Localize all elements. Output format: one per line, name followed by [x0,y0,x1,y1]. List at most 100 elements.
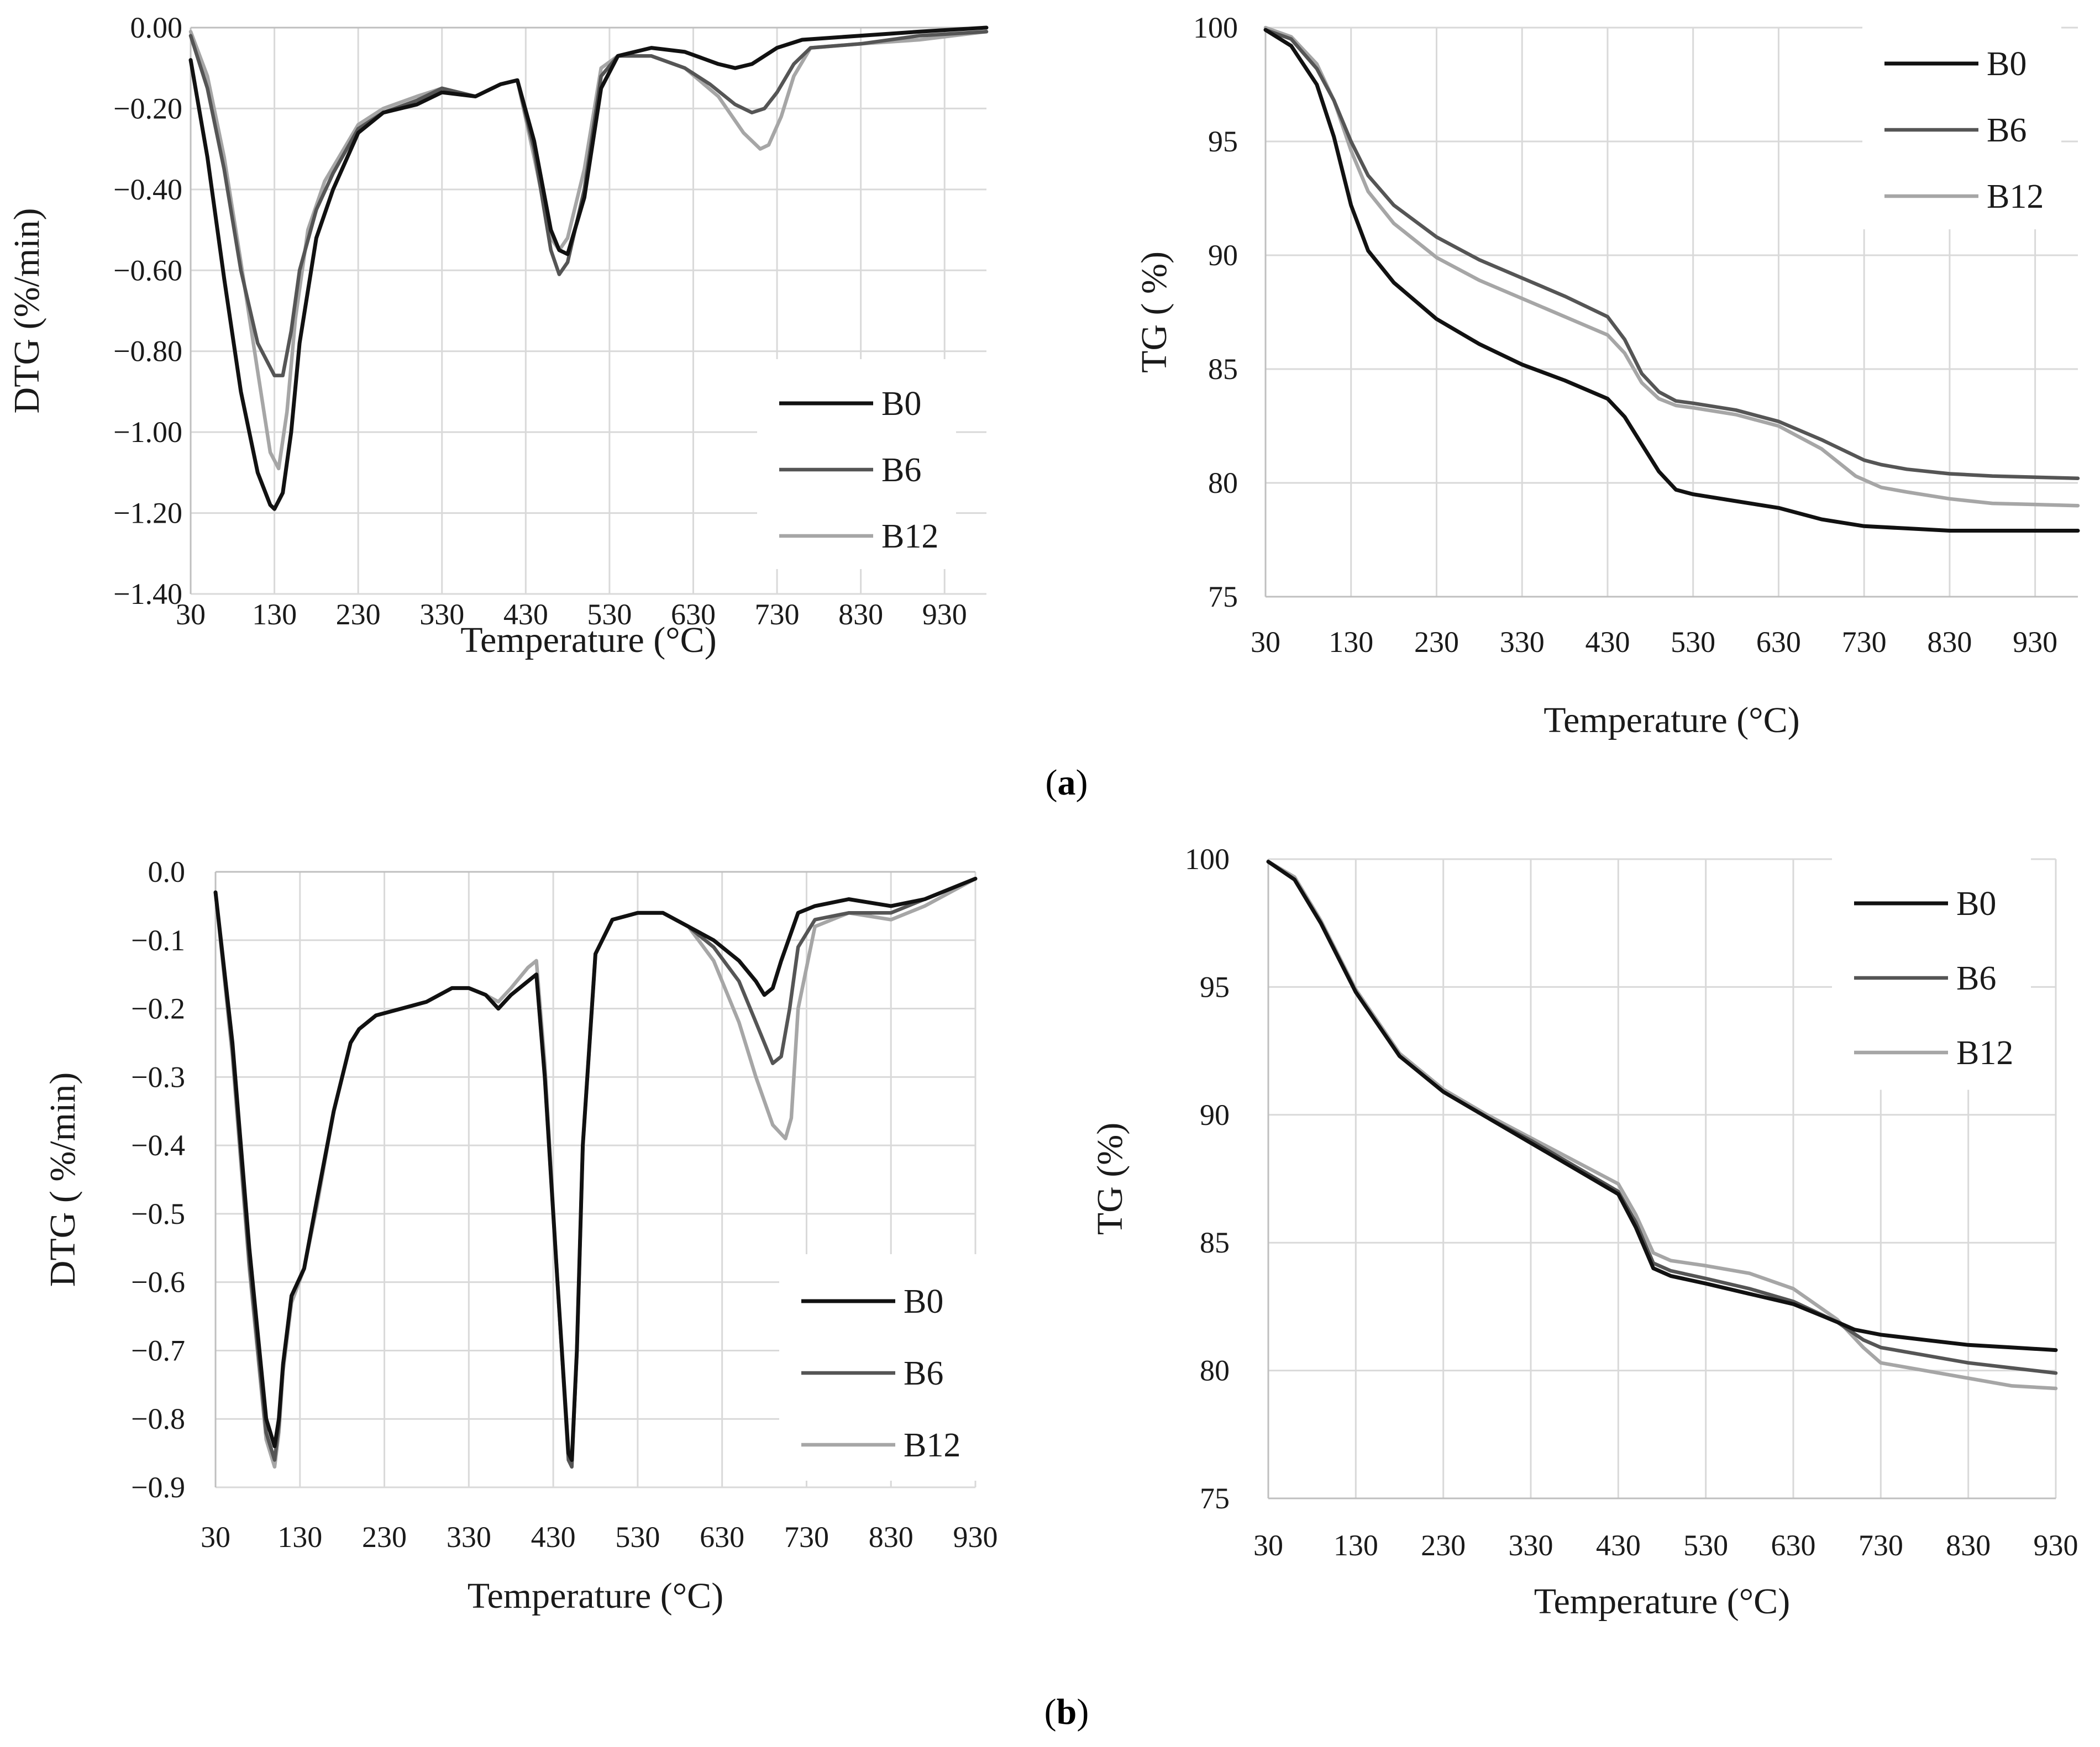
y-axis-label: TG (%) [1090,1123,1130,1235]
legend-label: B12 [904,1427,960,1464]
y-tick-label: −0.8 [131,1402,185,1435]
legend-item-b6: B6 [779,451,921,489]
legend-label: B6 [1956,960,1996,997]
legend-background [1862,19,2061,229]
legend-label: B0 [881,385,921,423]
x-tick-label: 830 [869,1520,914,1554]
series-line-b6 [1263,28,2080,481]
axes [1264,28,2078,598]
x-tick-label: 30 [1251,625,1280,659]
legend-item-b12: B12 [1884,178,2044,215]
x-tick-labels: 30 130 230 330 430 530 630 730 830 930 [201,1520,998,1554]
x-tick-label: 730 [1859,1529,1903,1562]
legend-label: B6 [881,451,921,489]
legend-item-b0: B0 [1884,45,2027,83]
x-tick-label: 630 [1756,625,1801,659]
legend: B0 B6 B12 [1832,855,2031,1090]
y-tick-label: 95 [1200,970,1230,1003]
x-tick-label: 30 [201,1520,230,1554]
y-tick-label: 90 [1200,1098,1230,1132]
y-tick-label: −0.6 [131,1266,185,1299]
x-tick-label: 530 [615,1520,660,1554]
axes [1267,859,2056,1499]
series-line-b0 [188,25,989,511]
y-tick-label: 80 [1200,1354,1230,1387]
y-tick-label: 0.0 [148,855,186,888]
legend: B0 B6 B12 [1862,19,2061,229]
caption-b-label: b [1057,1692,1077,1732]
y-tick-label: 100 [1185,843,1230,876]
legend-background [1832,855,2031,1090]
y-tick-label: 75 [1200,1482,1230,1515]
x-tick-label: 830 [838,598,883,631]
y-tick-label: 95 [1208,125,1238,158]
x-axis-label: Temperature (°C) [460,620,716,660]
legend-label: B6 [1987,112,2027,149]
x-tick-label: 230 [336,598,381,631]
x-tick-label: 830 [1946,1529,1991,1562]
legend-label: B0 [904,1283,943,1320]
x-tick-label: 430 [1585,625,1630,659]
x-tick-label: 330 [447,1520,491,1554]
x-tick-label: 530 [1671,625,1715,659]
legend-label: B0 [1987,45,2027,83]
chart-b-dtg: 30 130 230 330 430 530 630 730 830 930 0.0 −0.1 −0.2… [43,855,998,1616]
y-tick-label: −0.9 [131,1471,185,1504]
chart-a-tg: 30 130 230 330 430 530 630 730 830 930 100 95 90 85 80… [1134,11,2080,740]
x-axis-label: Temperature (°C) [1544,700,1799,740]
legend-item-b6: B6 [1854,960,1996,997]
legend: B0 B6 B12 [757,359,956,569]
y-tick-label: 0.00 [130,11,183,44]
y-axis-label: DTG (%/min) [7,208,47,413]
x-tick-label: 730 [1842,625,1887,659]
y-tick-label: −1.20 [113,497,182,530]
y-tick-label: 85 [1208,352,1238,386]
x-tick-label: 230 [362,1520,407,1554]
legend-label: B12 [1956,1034,2013,1072]
x-tick-label: 630 [1771,1529,1816,1562]
x-tick-label: 230 [1421,1529,1466,1562]
y-tick-label: −0.2 [131,992,185,1025]
x-axis-label: Temperature (°C) [468,1576,723,1616]
y-tick-label: −0.20 [113,92,182,125]
series-line-b0 [1266,860,2058,1353]
x-tick-label: 430 [531,1520,576,1554]
series-lines [213,876,978,1469]
y-tick-label: 75 [1208,580,1238,613]
legend: B0 B6 B12 [779,1254,978,1481]
y-tick-labels: 0.00 −0.20 −0.40 −0.60 −0.80 −1.00 −1.20 −1.40 [113,11,182,611]
y-tick-label: −0.4 [131,1129,185,1162]
legend-label: B0 [1956,885,1996,923]
y-tick-labels: 0.0 −0.1 −0.2 −0.3 −0.4 −0.5 −0.6 −0.7 −0.8 −0.9 [131,855,185,1504]
x-tick-label: 330 [1500,625,1545,659]
series-line-b12 [1263,25,2080,508]
x-tick-label: 330 [419,598,464,631]
x-tick-label: 630 [671,598,716,631]
x-axis-label: Temperature (°C) [1534,1581,1790,1622]
series-lines [1266,860,2058,1391]
y-tick-label: −0.1 [131,924,185,957]
axes [190,27,986,594]
y-tick-label: −0.3 [131,1060,185,1093]
legend-background [779,1254,978,1481]
y-tick-label: 80 [1208,466,1238,499]
series-line-b0 [213,876,978,1462]
x-tick-label: 430 [1596,1529,1641,1562]
y-tick-label: 100 [1193,11,1238,44]
chart-b-tg: 30 130 230 330 430 530 630 730 830 930 100 95 90 85 80… [1090,843,2078,1622]
x-tick-label: 730 [755,598,800,631]
x-tick-label: 630 [700,1520,744,1554]
legend-item-b12: B12 [779,518,938,555]
chart-a-dtg: 30 130 230 330 430 530 630 730 830 930 0.00 −0.20 −0… [7,11,989,660]
y-tick-labels: 100 95 90 85 80 75 [1193,11,1238,613]
x-tick-label: 130 [1329,625,1373,659]
x-tick-label: 930 [2013,625,2057,659]
y-tick-label: 90 [1208,239,1238,272]
legend-item-b0: B0 [779,385,921,423]
x-tick-labels: 30 130 230 330 430 530 630 730 830 930 [1253,1529,2078,1562]
y-tick-label: −0.40 [113,173,182,206]
series-lines [1263,25,2080,533]
x-tick-label: 930 [2034,1529,2078,1562]
legend-item-b0: B0 [801,1283,943,1320]
